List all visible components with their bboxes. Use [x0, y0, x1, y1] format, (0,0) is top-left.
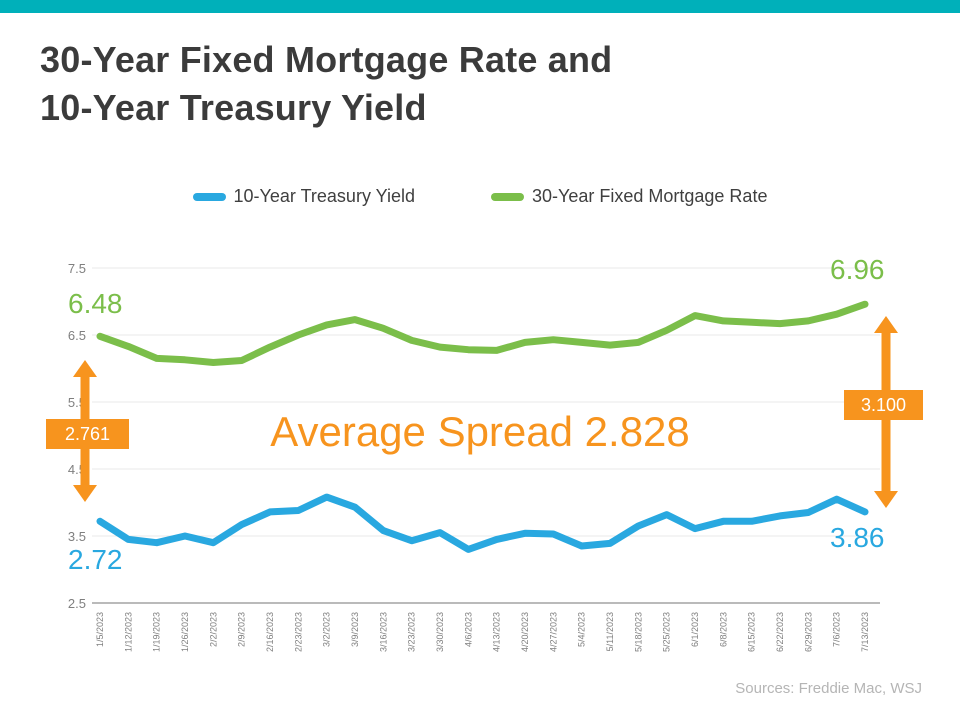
- x-tick-label: 5/4/2023: [577, 612, 587, 647]
- x-tick-label: 6/8/2023: [718, 612, 728, 647]
- x-tick-label: 7/6/2023: [832, 612, 842, 647]
- x-tick-label: 7/13/2023: [860, 612, 870, 652]
- x-tick-label: 3/23/2023: [407, 612, 417, 652]
- legend-label-mortgage: 30-Year Fixed Mortgage Rate: [531, 186, 768, 206]
- title-line-1: 30-Year Fixed Mortgage Rate and: [40, 39, 613, 80]
- x-tick-label: 4/6/2023: [463, 612, 473, 647]
- x-tick-label: 5/11/2023: [605, 612, 615, 651]
- x-tick-label: 3/9/2023: [350, 612, 360, 647]
- treasury-start-value: 2.72: [68, 544, 123, 575]
- x-tick-label: 3/30/2023: [435, 612, 445, 652]
- spread-start-badge: 2.761: [46, 419, 129, 449]
- x-tick-label: 3/16/2023: [378, 612, 388, 652]
- x-tick-label: 2/2/2023: [208, 612, 218, 647]
- x-tick-label: 1/12/2023: [123, 612, 133, 652]
- average-spread-label: Average Spread 2.828: [270, 408, 690, 455]
- x-tick-label: 5/18/2023: [633, 612, 643, 652]
- page-title: 30-Year Fixed Mortgage Rate and 10-Year …: [40, 36, 612, 132]
- treasury-end-value: 3.86: [830, 522, 885, 553]
- spread-end-badge: 3.100: [844, 390, 923, 420]
- legend-item-treasury: 10-Year Treasury Yield: [192, 186, 415, 207]
- y-tick-label: 3.5: [68, 529, 86, 544]
- x-tick-label: 4/20/2023: [520, 612, 530, 652]
- x-tick-label: 4/27/2023: [548, 612, 558, 652]
- brand-accent-bar: [0, 0, 960, 13]
- x-tick-label: 6/1/2023: [690, 612, 700, 647]
- x-tick-label: 3/2/2023: [322, 612, 332, 647]
- x-tick-label: 1/19/2023: [152, 612, 162, 652]
- title-line-2: 10-Year Treasury Yield: [40, 87, 427, 128]
- x-tick-label: 4/13/2023: [492, 612, 502, 652]
- mortgage-line-swatch-icon: [490, 192, 524, 201]
- x-tick-label: 6/29/2023: [803, 612, 813, 652]
- y-tick-label: 2.5: [68, 596, 86, 611]
- y-tick-label: 7.5: [68, 261, 86, 276]
- legend-label-treasury: 10-Year Treasury Yield: [233, 186, 415, 206]
- x-tick-label: 5/25/2023: [662, 612, 672, 652]
- x-tick-label: 1/26/2023: [180, 612, 190, 652]
- series-line-10-year-treasury-yield: [96, 493, 869, 553]
- x-tick-label: 6/22/2023: [775, 612, 785, 652]
- x-tick-label: 2/16/2023: [265, 612, 275, 652]
- x-tick-label: 2/9/2023: [237, 612, 247, 647]
- legend-item-mortgage: 30-Year Fixed Mortgage Rate: [490, 186, 768, 207]
- chart-legend: 10-Year Treasury Yield 30-Year Fixed Mor…: [0, 186, 960, 207]
- mortgage-end-value: 6.96: [830, 254, 885, 285]
- x-tick-label: 1/5/2023: [95, 612, 105, 647]
- series-line-30-year-fixed-mortgage-rate: [96, 300, 869, 366]
- treasury-line-swatch-icon: [192, 192, 226, 201]
- mortgage-start-value: 6.48: [68, 288, 123, 319]
- source-attribution: Sources: Freddie Mac, WSJ: [735, 680, 922, 697]
- y-tick-label: 6.5: [68, 328, 86, 343]
- x-tick-label: 6/15/2023: [747, 612, 757, 652]
- x-tick-label: 2/23/2023: [293, 612, 303, 652]
